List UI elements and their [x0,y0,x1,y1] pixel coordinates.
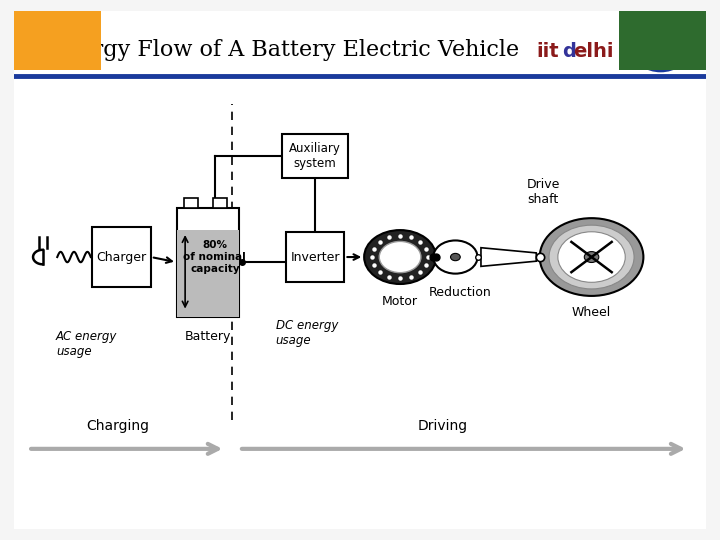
Text: 80%
of nominal
capacity: 80% of nominal capacity [184,240,246,274]
Circle shape [433,240,477,274]
Circle shape [451,253,460,261]
FancyBboxPatch shape [286,232,344,282]
Circle shape [634,31,687,71]
Polygon shape [481,248,536,266]
Text: Charging: Charging [86,418,150,433]
Circle shape [549,225,634,289]
FancyBboxPatch shape [213,199,227,208]
FancyBboxPatch shape [184,199,198,208]
Text: Motor: Motor [382,295,418,308]
Circle shape [364,230,436,284]
Circle shape [540,218,644,296]
Text: Drive
shaft: Drive shaft [526,178,560,206]
Circle shape [558,232,625,282]
Text: elhi: elhi [573,42,613,60]
Text: Inverter: Inverter [290,251,340,264]
FancyBboxPatch shape [177,208,239,316]
Text: DC energy
usage: DC energy usage [276,319,338,347]
Text: Reduction: Reduction [429,286,492,299]
Circle shape [585,252,599,262]
Text: AC energy
usage: AC energy usage [56,329,117,357]
Text: iit: iit [536,42,559,60]
FancyBboxPatch shape [282,134,348,178]
Text: Wheel: Wheel [572,306,611,319]
FancyBboxPatch shape [177,230,239,316]
Text: Driving: Driving [418,418,468,433]
Text: Energy Flow of A Battery Electric Vehicle: Energy Flow of A Battery Electric Vehicl… [49,39,519,60]
Text: Auxiliary
system: Auxiliary system [289,142,341,170]
Text: Charger: Charger [96,251,147,264]
Text: d: d [562,42,577,60]
Text: Battery: Battery [185,329,231,342]
FancyBboxPatch shape [92,227,151,287]
Circle shape [379,241,421,273]
